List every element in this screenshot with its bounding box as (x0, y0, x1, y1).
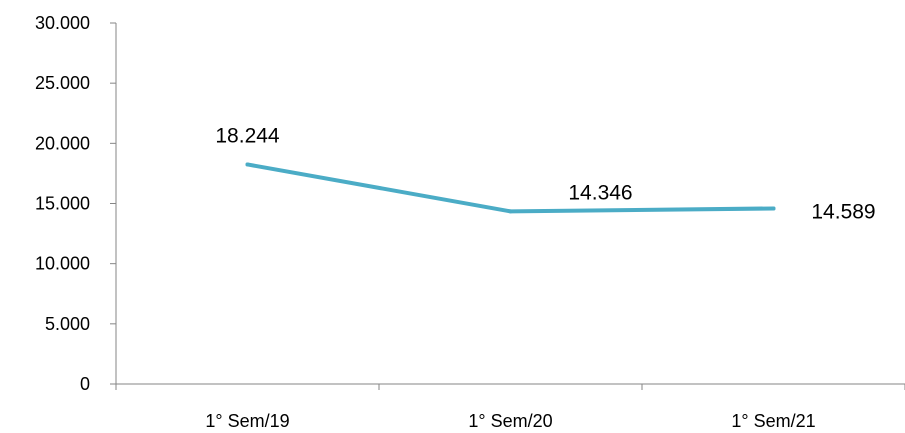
data-label: 14.346 (568, 181, 632, 204)
y-tick-label: 25.000 (35, 73, 90, 93)
x-tick-label: 1° Sem/21 (731, 411, 815, 431)
y-tick-label: 5.000 (45, 314, 90, 334)
data-label: 18.244 (215, 124, 280, 147)
x-tick-label: 1° Sem/19 (205, 411, 289, 431)
y-tick-label: 10.000 (35, 254, 90, 274)
y-axis: 0 5.000 10.000 15.000 20.000 25.000 30.000 (35, 13, 117, 394)
series-line (245, 162, 776, 214)
y-tick-label: 15.000 (35, 194, 90, 214)
data-point (771, 206, 776, 211)
series-line-group (245, 162, 776, 214)
x-tick-label: 1° Sem/20 (468, 411, 552, 431)
data-label: 14.589 (811, 200, 875, 223)
y-tick-label: 0 (80, 374, 90, 394)
x-axis: 1° Sem/19 1° Sem/20 1° Sem/21 (110, 383, 905, 431)
y-tick-label: 20.000 (35, 133, 90, 153)
data-point (508, 209, 513, 214)
data-point (245, 162, 250, 167)
data-labels: 18.244 14.346 14.589 (215, 124, 875, 223)
y-tick-label: 30.000 (35, 13, 90, 33)
